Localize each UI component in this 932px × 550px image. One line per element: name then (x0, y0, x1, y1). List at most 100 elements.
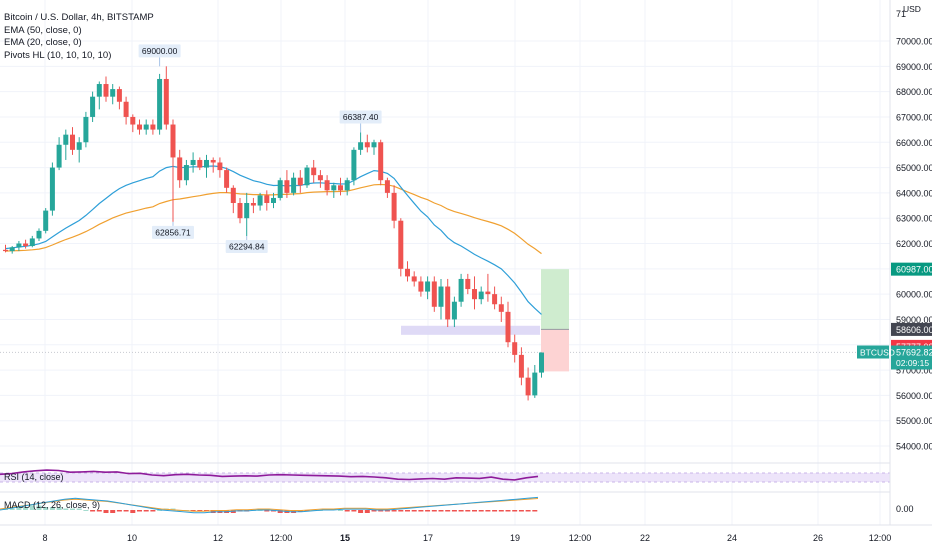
macd-histogram-bar (344, 510, 350, 512)
candle (498, 296, 504, 322)
macd-histogram-bar (116, 510, 122, 512)
candle (451, 296, 457, 328)
candle-body (49, 167, 55, 211)
candle-body (237, 203, 243, 219)
price-axis[interactable]: 71 70000.00 69000.00 68000.00 67000.00 66000.… (857, 0, 932, 525)
candle-body (16, 243, 22, 248)
currency-label[interactable]: USD (903, 4, 921, 14)
candle-body (210, 159, 216, 163)
candle (49, 162, 55, 216)
macd-histogram-bar (445, 510, 451, 512)
macd-histogram-bar (364, 510, 370, 513)
macd-histogram-bar (478, 510, 484, 512)
candle-body (512, 342, 518, 355)
ema-20-legend[interactable]: EMA (20, close, 0) (4, 37, 82, 48)
candle-body (525, 377, 531, 396)
candle (29, 235, 35, 248)
profit-zone (541, 269, 569, 330)
candle-body (3, 249, 8, 252)
candle-body (391, 192, 397, 221)
symbol-title[interactable]: Bitcoin / U.S. Dollar, 4h, BITSTAMP (4, 12, 154, 23)
macd-histogram-bar (90, 510, 96, 512)
candle (304, 165, 310, 188)
position-tool[interactable] (401, 269, 569, 372)
price-axis-label: 54000.00 (896, 442, 932, 452)
macd-histogram-bar (378, 510, 384, 512)
entry-price-tag-text: 58606.00 (896, 325, 932, 335)
candle (418, 276, 424, 297)
time-axis-label: 19 (510, 533, 520, 543)
candle-body (505, 311, 511, 343)
macd-histogram-bar (418, 510, 424, 512)
candle (425, 276, 431, 300)
candle (465, 273, 471, 295)
time-axis-label: 12:00 (869, 533, 892, 543)
macd-histogram-bar (451, 510, 457, 512)
candle (297, 170, 303, 193)
candle (344, 177, 350, 196)
price-axis-top-label: 71 (896, 9, 906, 19)
candle-body (110, 89, 116, 97)
candle-body (143, 124, 149, 130)
entry-price-tag-box (891, 322, 932, 336)
pivots-legend[interactable]: Pivots HL (10, 10, 10, 10) (4, 49, 112, 61)
candle (224, 167, 230, 193)
macd-histogram-bar (438, 510, 444, 512)
candle (317, 170, 323, 188)
candle-body (344, 180, 350, 191)
macd-histogram-bar (70, 508, 75, 510)
time-axis-label: 10 (127, 533, 137, 543)
candle (271, 192, 276, 209)
candle-body (451, 301, 457, 320)
candle-body (297, 177, 303, 186)
candle (378, 139, 384, 186)
candle-body (83, 116, 89, 143)
symbol-tag-box (857, 345, 889, 359)
candle (264, 190, 270, 211)
candle-body (76, 142, 82, 150)
candle-body (70, 134, 75, 150)
ema-20-line[interactable] (5, 165, 542, 315)
price-axis-label: 66000.00 (896, 138, 932, 148)
candle (237, 197, 243, 224)
rsi-label[interactable]: RSI (14, close) (4, 472, 64, 482)
rsi-pane[interactable] (0, 462, 890, 483)
macd-histogram-bar (398, 510, 404, 512)
candle (23, 239, 29, 249)
price-axis-label: 65000.00 (896, 163, 932, 173)
macd-histogram-bar (465, 510, 471, 512)
candles[interactable] (3, 66, 544, 401)
candle (331, 182, 337, 198)
macd-histogram-bar (472, 510, 477, 512)
macd-histogram-bar (384, 510, 390, 512)
time-axis[interactable]: 8 10 12 12:00 15 17 19 12:00 22 24 26 12:00 (0, 524, 932, 543)
macd-label[interactable]: MACD (12, 26, close, 9) (4, 500, 101, 510)
price-axis-label: 56000.00 (896, 391, 932, 401)
candle-body (478, 291, 484, 300)
candle-body (485, 291, 491, 295)
candle (532, 365, 538, 398)
macd-histogram-bar (425, 510, 431, 512)
candle-body (170, 124, 176, 158)
pivot-label-box (339, 110, 382, 124)
macd-line (0, 496, 539, 514)
candle (478, 286, 484, 305)
macd-histogram-bar (371, 510, 377, 512)
macd-histogram-bar (9, 508, 15, 510)
candle (123, 96, 129, 125)
ema-50-legend[interactable]: EMA (50, close, 0) (4, 24, 82, 36)
macd-histogram-bar (190, 510, 196, 512)
macd-histogram-bar (358, 510, 364, 513)
candle (525, 367, 531, 401)
time-axis-label: 22 (640, 533, 650, 543)
candle (539, 352, 544, 378)
macd-pane[interactable] (0, 491, 890, 514)
candle (371, 139, 377, 155)
macd-histogram-bar (23, 507, 29, 510)
macd-histogram-bar (130, 510, 136, 513)
price-axis-label: 59000.00 (896, 315, 932, 325)
candle-body (458, 278, 464, 302)
current-price-box (891, 345, 932, 370)
candle (110, 84, 116, 105)
